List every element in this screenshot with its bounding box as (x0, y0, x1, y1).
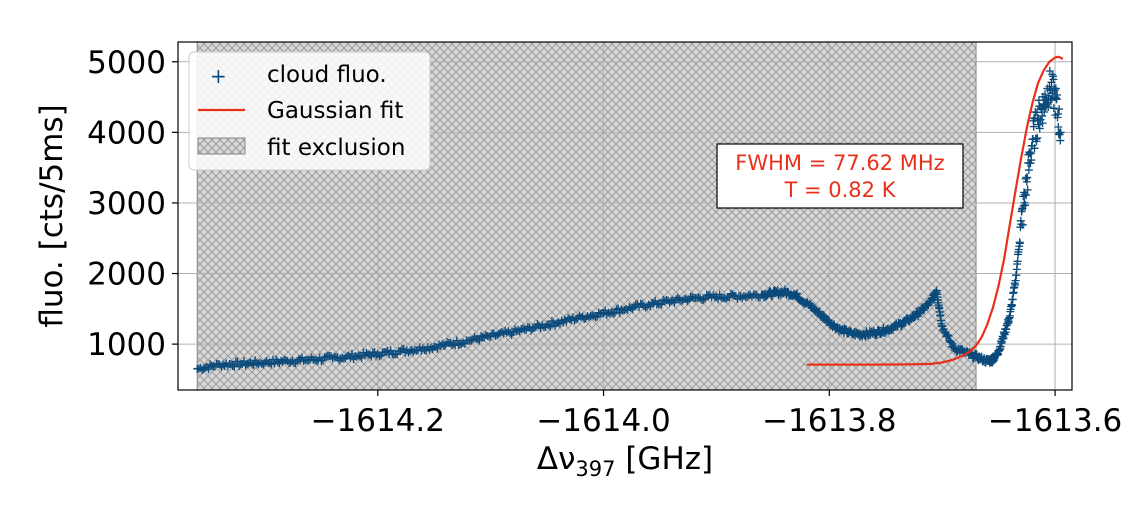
data-point (699, 295, 708, 304)
data-point (533, 320, 542, 329)
data-point (793, 289, 802, 298)
data-point (1036, 115, 1045, 124)
data-point (367, 352, 376, 361)
data-point (609, 309, 618, 318)
data-point (1035, 124, 1044, 133)
data-point (1049, 75, 1058, 84)
data-point (1054, 122, 1063, 131)
data-point (683, 297, 692, 306)
y-axis-label: fluo. [cts/5ms] (34, 104, 70, 327)
data-point (914, 309, 923, 318)
plot-frame (177, 41, 1073, 391)
legend: + cloud fluo. Gaussian fit fit exclusion (188, 51, 431, 171)
data-point (1023, 173, 1032, 182)
legend-marker-icon: + (210, 64, 227, 88)
y-tick-label: 2000 (87, 257, 166, 293)
data-point (1033, 134, 1042, 143)
legend-label-cloud-fluo: cloud fluo. (267, 62, 387, 88)
data-point (1038, 111, 1047, 120)
data-point (1040, 108, 1049, 117)
gaussian-fit-line (806, 55, 1064, 366)
data-point (1018, 220, 1027, 229)
data-point (1032, 108, 1041, 117)
y-tick-label: 3000 (87, 186, 166, 222)
grid-lines (178, 42, 1072, 390)
data-point (1056, 136, 1065, 145)
annotation-box: FWHM = 77.62 MHz T = 0.82 K (716, 143, 964, 209)
data-point (1016, 239, 1024, 248)
data-point (1017, 220, 1026, 229)
annotation-line-2: T = 0.82 K (784, 178, 897, 202)
x-tick-label: −1613.8 (762, 403, 896, 439)
data-point (1056, 128, 1065, 137)
data-point (1049, 104, 1058, 113)
data-point (1013, 257, 1022, 266)
data-point (1054, 129, 1063, 138)
y-tick-label: 4000 (87, 115, 166, 151)
cloud-fluo-points (193, 66, 1065, 375)
legend-label-gaussian-fit: Gaussian fit (267, 98, 403, 124)
legend-hatch-icon (197, 137, 246, 155)
data-point (1053, 90, 1062, 99)
data-point (943, 331, 952, 340)
data-point (1055, 105, 1064, 114)
x-axis-label: Δν397 [GHz] (537, 441, 713, 481)
data-point (1027, 156, 1036, 165)
data-point (1048, 70, 1057, 79)
axis-ticks: −1614.2 −1614.0 −1613.8 −1613.6 1000 2000 3000… (87, 45, 1122, 439)
data-point (1051, 84, 1060, 93)
data-point (815, 307, 824, 316)
data-point (1046, 96, 1055, 105)
data-point (1034, 120, 1043, 129)
y-tick-label: 5000 (87, 45, 166, 81)
data-point (947, 338, 956, 347)
x-tick-label: −1613.6 (988, 403, 1122, 439)
data-point (1024, 166, 1033, 175)
data-point (670, 298, 679, 307)
data-point (375, 352, 384, 361)
x-tick-label: −1614.0 (536, 403, 670, 439)
y-tick-label: 1000 (87, 327, 166, 363)
data-point (1053, 109, 1062, 118)
data-point (1025, 148, 1034, 157)
data-point (889, 325, 898, 334)
data-point (919, 306, 928, 315)
data-point (820, 312, 829, 321)
legend-label-fit-exclusion: fit exclusion (267, 135, 405, 161)
data-point (1050, 86, 1059, 95)
data-point (386, 346, 395, 355)
data-point (840, 324, 849, 333)
data-point (1022, 191, 1031, 200)
data-point (1021, 201, 1030, 210)
data-point (1029, 122, 1038, 131)
data-point (1038, 119, 1047, 128)
data-point (1045, 82, 1054, 91)
data-point (944, 332, 953, 341)
data-point (1044, 102, 1053, 111)
x-tick-label: −1614.2 (311, 403, 445, 439)
data-point (1032, 137, 1041, 146)
data-point (1030, 144, 1039, 153)
data-point (948, 339, 957, 348)
annotation-line-1: FWHM = 77.62 MHz (735, 151, 944, 175)
data-point (1023, 185, 1032, 194)
